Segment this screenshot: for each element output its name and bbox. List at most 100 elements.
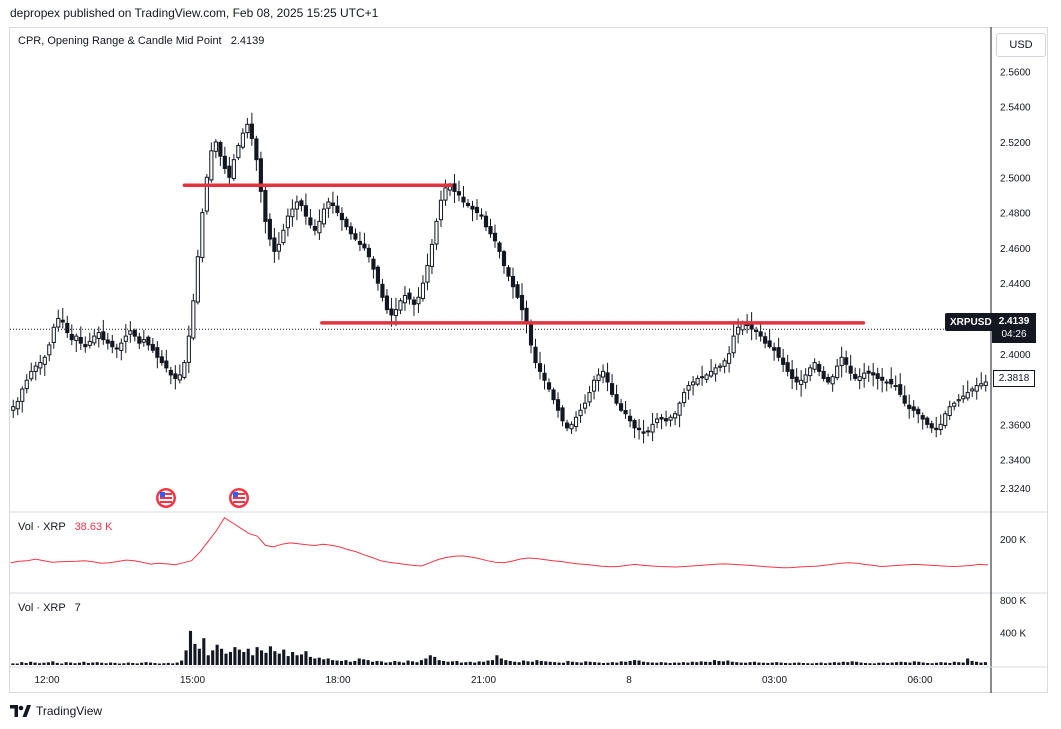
volume-bar [402,662,406,665]
volume-bar [615,662,619,665]
volume-bar [677,662,681,665]
candle-body-up [947,406,952,416]
volume-bar [55,662,59,665]
candle [551,387,556,405]
volume-bar [792,662,797,665]
candle [227,156,232,186]
candle [299,198,304,212]
volume-bar [228,652,233,665]
candle-body-down [880,376,885,381]
volume-bar [15,663,19,665]
candle-body-up [231,159,236,180]
candle [664,410,669,427]
volume-bar [308,656,312,665]
volume-bar [175,662,179,665]
volume-bar [326,658,330,665]
volume-bar [526,661,530,665]
publish-header: depropex published on TradingView.com, F… [10,6,379,20]
volume-bar [810,663,814,665]
price-tick-label: 2.4800 [1000,209,1031,220]
volume-bar [42,662,46,665]
candle [749,312,754,341]
currency-button[interactable]: USD [996,33,1046,57]
candle [844,350,849,373]
volume-bar [735,662,739,665]
us-flag-icon[interactable] [156,488,176,508]
candle-body-down [105,339,110,344]
us-flag-icon[interactable] [229,488,249,508]
candle [29,362,34,382]
candle-body-down [492,232,498,242]
candle-body-down [902,395,907,404]
tradingview-footer[interactable]: TradingView [10,704,102,718]
volume-bar [166,662,170,665]
candle-body-down [479,214,484,217]
volume-bar [704,661,708,665]
main-legend: CPR, Opening Range & Candle Mid Point 2.… [18,35,264,47]
volume-bar [908,662,912,665]
candle-body-down [101,331,106,341]
volume-bar [744,662,748,665]
volume-bar [455,660,459,665]
candle-body-up [92,335,97,344]
volume-bar [291,652,295,665]
candle [353,228,358,242]
volume-bar [180,660,184,665]
time-tick-label: 18:00 [325,675,350,686]
candle-body-down [173,373,178,379]
candle-body-down [366,247,372,258]
volume-bar [499,658,503,665]
candle-body-up [686,385,691,391]
volume-bar [610,662,614,665]
volume-bar [117,663,121,665]
candle [452,174,457,203]
candle-body-down [335,205,340,214]
candle [636,419,642,440]
candle [290,199,295,227]
candle-body-up [429,243,435,267]
volume-bar [344,660,348,665]
candle-body-down [78,337,83,344]
candle [632,418,637,438]
flag-stripe [233,501,245,503]
volume-bar [752,661,757,665]
candle-body-up [839,356,844,367]
candle-body-up [204,176,209,212]
candle [947,400,952,421]
candle [537,351,543,380]
candle-body-up [812,362,817,370]
candle-body-down [551,389,556,401]
candle [920,412,925,430]
volume-bar [193,643,197,665]
candle-body-down [222,155,227,169]
candle-body-up [695,377,700,385]
candle-body-up [285,215,290,229]
candle [956,394,961,407]
candle [231,154,236,182]
candle-body-up [209,150,214,181]
candle [808,364,813,382]
candle [294,195,299,221]
volume-bar [899,661,903,665]
candle [862,363,867,388]
volume-bar [633,660,637,665]
candle-body-down [506,267,511,277]
candle [407,288,412,305]
candle-body-down [110,340,115,348]
candle-body-up [128,330,133,335]
candle [308,209,313,229]
candle-body-down [564,422,570,429]
volume-bar [539,660,543,665]
volume-bar [628,660,632,665]
candle [92,329,97,346]
volume-bar [650,662,654,665]
volume-bar [895,662,899,665]
candle [218,140,223,166]
candle [285,208,290,237]
volume-bar [246,648,250,665]
candle-body-up [736,326,741,335]
volume-bar [708,661,712,665]
volume-bar [828,662,832,665]
candle-body-up [573,416,579,427]
